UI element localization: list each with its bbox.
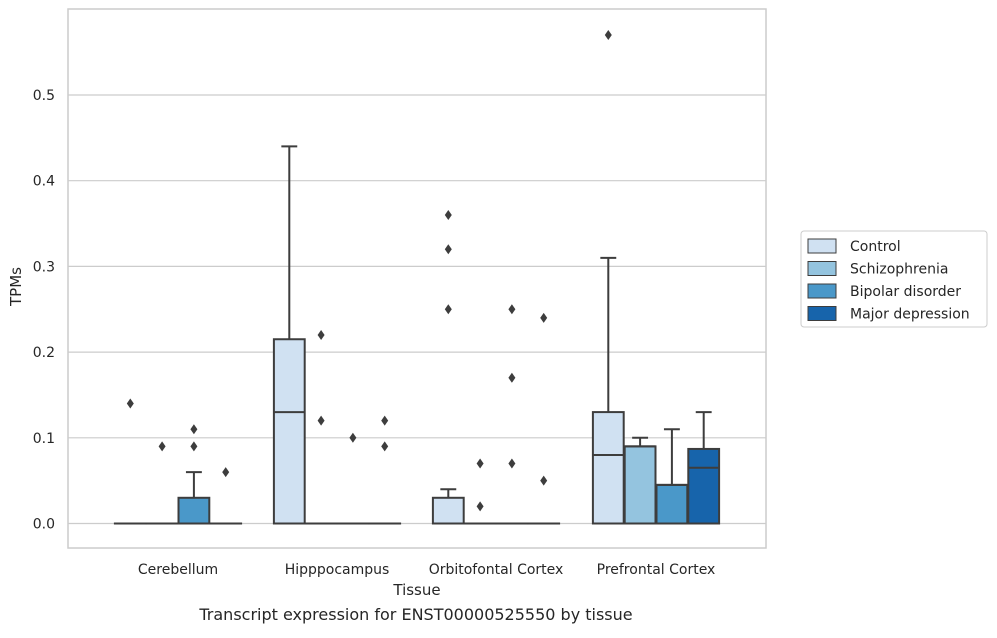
outlier-marker <box>508 373 515 383</box>
boxes <box>115 30 719 524</box>
outlier-marker <box>445 244 452 254</box>
legend-label: Control <box>850 239 901 255</box>
legend: Control Schizophrenia Bipolar disorder Majo… <box>801 231 987 327</box>
grid-lines <box>68 95 766 524</box>
box-body <box>657 485 688 524</box>
outlier-marker <box>508 459 515 469</box>
outlier-marker <box>540 476 547 486</box>
outlier-marker <box>381 416 388 426</box>
box-schizophrenia <box>625 438 656 524</box>
box-bipolar-disorder <box>338 433 369 524</box>
legend-label: Major depression <box>850 307 970 323</box>
box-control <box>433 210 464 524</box>
box-bipolar-disorder <box>497 304 528 523</box>
box-control <box>593 30 624 523</box>
box-bipolar-disorder <box>657 429 688 523</box>
outlier-marker <box>222 467 229 477</box>
box-schizophrenia <box>147 441 178 523</box>
outlier-marker <box>508 304 515 314</box>
outlier-marker <box>605 30 612 40</box>
box-body <box>625 446 656 523</box>
box-body <box>433 498 464 524</box>
outlier-marker <box>318 330 325 340</box>
y-tick-label: 0.1 <box>33 431 55 447</box>
box-bipolar-disorder <box>179 424 210 523</box>
y-axis-label: TPMs <box>7 267 25 307</box>
x-tick-label: Cerebellum <box>138 562 218 578</box>
outlier-marker <box>190 424 197 434</box>
x-tick-label: Prefrontal Cortex <box>597 562 716 578</box>
outlier-marker <box>445 304 452 314</box>
box-control <box>274 146 305 523</box>
plot-frame-border <box>68 9 766 548</box>
legend-label: Bipolar disorder <box>850 284 961 300</box>
x-tick-label: Hipppocampus <box>285 562 390 578</box>
legend-swatch <box>808 239 836 253</box>
box-body <box>688 449 719 524</box>
y-tick-label: 0.0 <box>33 517 55 533</box>
outlier-marker <box>318 416 325 426</box>
box-major-depression <box>688 412 719 523</box>
x-tick-label: Orbitofontal Cortex <box>429 562 564 578</box>
box-control <box>115 399 146 524</box>
y-tick-label: 0.4 <box>33 174 55 190</box>
y-tick-label: 0.3 <box>33 259 55 275</box>
outlier-marker <box>190 441 197 451</box>
outlier-marker <box>381 441 388 451</box>
outlier-marker <box>159 441 166 451</box>
plot-frame <box>68 9 766 548</box>
box-major-depression <box>528 313 559 524</box>
outlier-marker <box>349 433 356 443</box>
x-axis-label: Tissue <box>392 581 440 599</box>
legend-swatch <box>808 284 836 298</box>
outlier-marker <box>540 313 547 323</box>
legend-swatch <box>808 262 836 276</box>
outlier-marker <box>477 459 484 469</box>
box-major-depression <box>210 467 241 523</box>
outlier-marker <box>127 399 134 409</box>
outlier-marker <box>477 501 484 511</box>
box-major-depression <box>369 416 400 524</box>
box-schizophrenia <box>306 330 337 524</box>
y-tick-label: 0.2 <box>33 345 55 361</box>
legend-swatch <box>808 307 836 321</box>
chart-caption: Transcript expression for ENST0000052555… <box>0 605 832 624</box>
box-schizophrenia <box>465 459 496 524</box>
outlier-marker <box>445 210 452 220</box>
box-body <box>179 498 210 524</box>
box-body <box>274 339 305 523</box>
y-tick-label: 0.5 <box>33 88 55 104</box>
box-body <box>593 412 624 523</box>
legend-label: Schizophrenia <box>850 262 948 278</box>
